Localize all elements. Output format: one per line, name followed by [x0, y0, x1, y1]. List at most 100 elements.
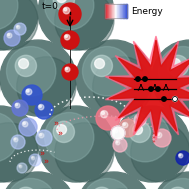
Circle shape — [44, 112, 94, 162]
Circle shape — [19, 59, 29, 69]
Bar — [117, 4, 119, 18]
Circle shape — [76, 40, 152, 116]
Circle shape — [173, 97, 177, 101]
Bar — [107, 4, 108, 18]
Circle shape — [19, 165, 21, 167]
Bar — [126, 4, 127, 18]
Text: »: » — [53, 119, 59, 129]
Circle shape — [152, 172, 189, 189]
Bar — [119, 4, 120, 18]
Circle shape — [96, 106, 120, 130]
Circle shape — [171, 59, 180, 69]
Circle shape — [82, 46, 132, 96]
Circle shape — [158, 46, 189, 96]
Circle shape — [23, 122, 25, 124]
Circle shape — [38, 105, 44, 110]
Circle shape — [0, 0, 38, 50]
Circle shape — [16, 104, 18, 106]
Circle shape — [119, 119, 137, 137]
Circle shape — [12, 100, 28, 116]
Circle shape — [179, 154, 181, 156]
Circle shape — [65, 67, 70, 72]
Circle shape — [53, 121, 74, 143]
Circle shape — [91, 187, 112, 189]
Text: »: » — [151, 139, 155, 145]
Circle shape — [137, 117, 138, 118]
Circle shape — [101, 111, 108, 118]
Circle shape — [133, 125, 143, 135]
Bar — [114, 4, 115, 18]
Text: t=0: t=0 — [42, 2, 59, 11]
Circle shape — [156, 87, 160, 91]
Circle shape — [114, 129, 118, 133]
Bar — [112, 4, 113, 18]
Circle shape — [169, 57, 189, 116]
Circle shape — [17, 163, 27, 173]
Bar — [112, 4, 113, 18]
Circle shape — [11, 135, 25, 149]
Text: »: » — [40, 149, 45, 159]
Text: Energy: Energy — [131, 7, 163, 15]
Circle shape — [120, 112, 170, 162]
Bar — [117, 4, 118, 18]
Bar — [125, 4, 127, 18]
Circle shape — [0, 112, 18, 162]
Circle shape — [14, 23, 26, 35]
Bar — [110, 4, 111, 18]
Circle shape — [15, 103, 20, 108]
Circle shape — [91, 55, 112, 77]
Bar — [120, 4, 121, 18]
Circle shape — [116, 141, 120, 145]
Circle shape — [0, 0, 18, 30]
Circle shape — [17, 57, 76, 116]
Circle shape — [66, 68, 68, 70]
Circle shape — [101, 112, 105, 115]
Circle shape — [122, 122, 128, 128]
Circle shape — [156, 132, 162, 138]
Bar — [123, 4, 124, 18]
Bar — [115, 4, 116, 18]
Circle shape — [38, 0, 114, 50]
Circle shape — [0, 123, 38, 182]
Circle shape — [162, 97, 166, 101]
Text: »: » — [43, 157, 49, 167]
Circle shape — [167, 55, 188, 77]
Bar — [106, 4, 107, 18]
Circle shape — [15, 55, 36, 77]
Circle shape — [114, 129, 116, 131]
Circle shape — [57, 0, 67, 3]
Bar — [109, 4, 110, 18]
Circle shape — [62, 64, 78, 80]
Bar — [113, 4, 114, 18]
Circle shape — [152, 40, 189, 116]
Circle shape — [35, 101, 53, 119]
Circle shape — [129, 121, 150, 143]
Circle shape — [4, 30, 20, 46]
Circle shape — [136, 116, 140, 120]
Circle shape — [44, 0, 94, 30]
Circle shape — [39, 133, 44, 138]
Circle shape — [59, 3, 81, 25]
Bar — [105, 4, 106, 18]
Circle shape — [29, 154, 41, 166]
Bar — [118, 4, 119, 18]
Circle shape — [26, 89, 32, 95]
Circle shape — [123, 123, 125, 125]
Circle shape — [39, 105, 41, 107]
Circle shape — [8, 34, 10, 36]
Circle shape — [14, 138, 16, 140]
Circle shape — [19, 118, 37, 136]
Circle shape — [26, 90, 29, 92]
Circle shape — [0, 172, 76, 189]
Circle shape — [64, 34, 70, 40]
Circle shape — [158, 178, 189, 189]
Circle shape — [36, 130, 52, 146]
Circle shape — [57, 125, 67, 135]
Circle shape — [176, 151, 189, 165]
Circle shape — [136, 77, 140, 81]
Circle shape — [64, 8, 67, 11]
Bar — [111, 4, 112, 18]
Bar — [116, 4, 117, 18]
Circle shape — [32, 157, 33, 158]
Circle shape — [65, 35, 67, 37]
